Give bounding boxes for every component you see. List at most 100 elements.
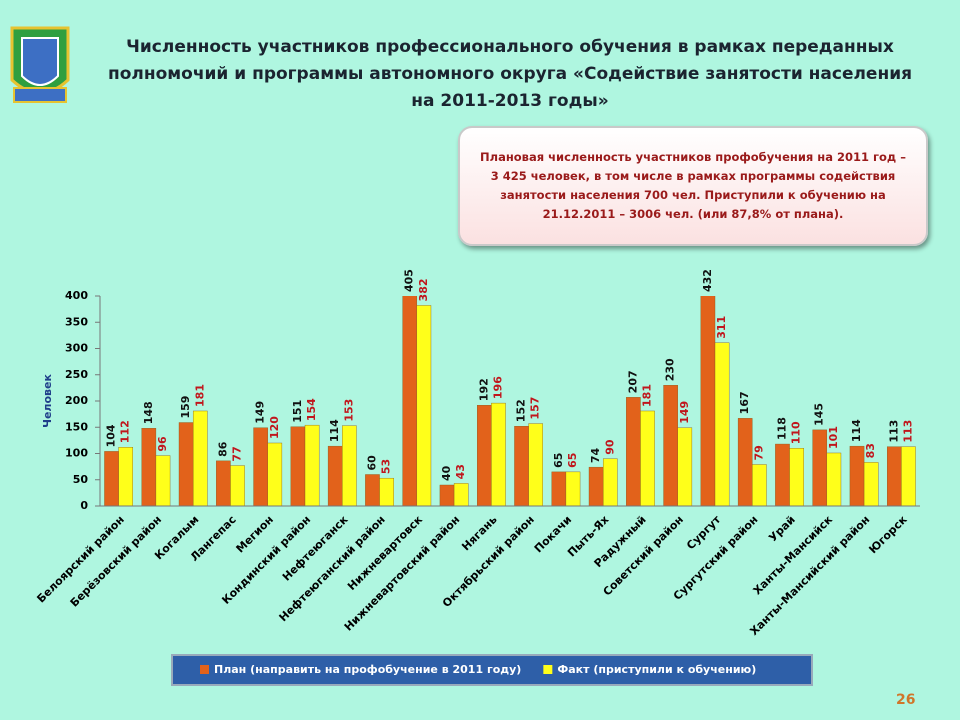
x-tick-label: Урай bbox=[766, 513, 797, 544]
bar bbox=[626, 397, 641, 506]
bar bbox=[267, 442, 283, 506]
data-label: 96 bbox=[156, 436, 169, 452]
data-label: 112 bbox=[119, 420, 132, 443]
data-label: 159 bbox=[179, 396, 192, 419]
bar bbox=[230, 465, 245, 506]
bar bbox=[514, 426, 529, 506]
bar bbox=[141, 428, 157, 506]
data-label: 60 bbox=[365, 455, 378, 471]
data-label: 192 bbox=[477, 378, 490, 401]
data-label: 40 bbox=[440, 465, 453, 481]
data-label: 65 bbox=[566, 453, 579, 468]
bar bbox=[602, 458, 618, 506]
y-tick-label: 150 bbox=[65, 420, 88, 433]
bar bbox=[528, 423, 543, 506]
bar bbox=[155, 455, 171, 506]
bar bbox=[700, 296, 716, 506]
bar bbox=[588, 466, 604, 506]
y-tick-label: 100 bbox=[65, 447, 88, 460]
bar bbox=[402, 296, 418, 506]
bar bbox=[365, 474, 380, 506]
bar bbox=[849, 445, 865, 506]
y-tick-label: 50 bbox=[73, 473, 89, 486]
data-label: 90 bbox=[603, 439, 616, 455]
bar bbox=[551, 471, 567, 506]
data-label: 104 bbox=[105, 424, 118, 447]
data-label: 196 bbox=[491, 376, 504, 399]
y-axis-label: Человек bbox=[41, 374, 54, 428]
data-label: 113 bbox=[887, 420, 900, 443]
data-label: 114 bbox=[850, 419, 863, 442]
bar bbox=[416, 305, 432, 506]
bar bbox=[863, 462, 879, 506]
y-tick-label: 300 bbox=[65, 342, 88, 355]
data-label: 230 bbox=[664, 358, 677, 381]
data-label: 120 bbox=[268, 416, 281, 439]
data-label: 74 bbox=[589, 447, 602, 463]
bar bbox=[192, 410, 208, 506]
page-number: 26 bbox=[896, 692, 916, 708]
data-label: 181 bbox=[193, 384, 206, 407]
data-label: 77 bbox=[231, 446, 244, 461]
bar bbox=[379, 477, 394, 506]
data-label: 153 bbox=[342, 399, 355, 422]
bar bbox=[826, 452, 842, 506]
bar bbox=[453, 483, 469, 506]
data-label: 152 bbox=[515, 399, 528, 422]
data-label: 83 bbox=[864, 443, 877, 458]
data-label: 149 bbox=[254, 401, 267, 424]
data-label: 157 bbox=[529, 397, 542, 420]
data-label: 311 bbox=[715, 316, 728, 339]
data-label: 382 bbox=[417, 278, 430, 301]
y-tick-label: 400 bbox=[65, 289, 88, 302]
y-tick-label: 0 bbox=[80, 499, 88, 512]
bar bbox=[789, 448, 804, 506]
data-label: 148 bbox=[142, 401, 155, 424]
data-label: 79 bbox=[752, 445, 765, 460]
legend-swatch bbox=[543, 665, 553, 674]
data-label: 151 bbox=[291, 400, 304, 423]
bar bbox=[253, 427, 268, 506]
bar bbox=[491, 402, 506, 506]
data-label: 110 bbox=[790, 421, 803, 444]
data-label: 53 bbox=[380, 459, 393, 474]
bar bbox=[327, 445, 343, 506]
bar bbox=[752, 464, 767, 506]
bar bbox=[304, 424, 320, 506]
data-label: 181 bbox=[641, 384, 654, 407]
data-label: 145 bbox=[813, 403, 826, 426]
legend-swatch bbox=[200, 665, 209, 674]
data-label: 43 bbox=[454, 464, 467, 479]
callout: Плановая численность участников профобуч… bbox=[458, 126, 928, 246]
bar bbox=[737, 418, 753, 506]
bar bbox=[439, 484, 455, 506]
bar bbox=[812, 429, 828, 506]
logo bbox=[10, 26, 70, 103]
bar bbox=[677, 427, 693, 506]
bar bbox=[565, 471, 581, 506]
bar bbox=[342, 425, 357, 506]
bar bbox=[178, 422, 194, 506]
data-label: 149 bbox=[678, 401, 691, 424]
bar bbox=[477, 405, 492, 506]
bar bbox=[887, 446, 902, 506]
bar bbox=[901, 446, 916, 506]
data-label: 65 bbox=[552, 453, 565, 468]
y-tick-label: 350 bbox=[65, 315, 88, 328]
y-tick-label: 250 bbox=[65, 368, 88, 381]
legend-label: Факт (приступили к обучению) bbox=[557, 663, 756, 676]
bar bbox=[290, 426, 306, 506]
data-label: 118 bbox=[775, 417, 788, 440]
data-label: 113 bbox=[901, 420, 914, 443]
legend-box bbox=[171, 654, 813, 686]
bar bbox=[663, 385, 678, 506]
bar bbox=[216, 460, 231, 506]
bar bbox=[104, 451, 119, 506]
x-tick-label: Югорск bbox=[866, 513, 910, 557]
data-label: 86 bbox=[216, 441, 229, 457]
data-label: 114 bbox=[328, 419, 341, 442]
bar bbox=[714, 342, 730, 506]
title: Численность участников профессионального… bbox=[107, 37, 913, 111]
